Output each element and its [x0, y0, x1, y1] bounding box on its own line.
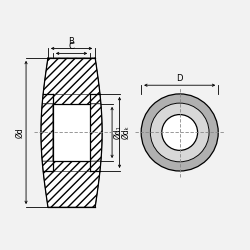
Polygon shape	[41, 104, 53, 161]
Polygon shape	[53, 161, 90, 171]
Polygon shape	[42, 161, 101, 207]
Circle shape	[162, 114, 198, 150]
Polygon shape	[53, 104, 90, 161]
Text: C: C	[68, 42, 74, 51]
Polygon shape	[53, 94, 90, 104]
Text: B: B	[68, 38, 74, 46]
Text: Ødₖ: Ødₖ	[121, 126, 130, 140]
Text: Ød₁: Ød₁	[114, 126, 123, 139]
Polygon shape	[41, 58, 102, 207]
Polygon shape	[150, 103, 209, 162]
Polygon shape	[53, 104, 90, 161]
Text: Ød: Ød	[15, 127, 24, 138]
Polygon shape	[141, 94, 218, 171]
Polygon shape	[90, 104, 102, 161]
Text: D: D	[176, 74, 183, 83]
Polygon shape	[42, 58, 101, 104]
